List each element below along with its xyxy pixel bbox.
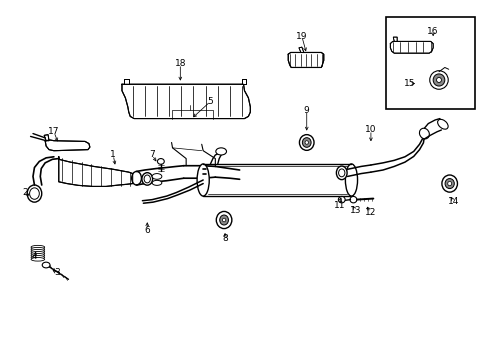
Ellipse shape: [142, 173, 152, 185]
Ellipse shape: [30, 188, 39, 199]
Text: 10: 10: [365, 126, 376, 135]
Ellipse shape: [42, 262, 50, 268]
Ellipse shape: [31, 251, 44, 255]
Text: 19: 19: [296, 32, 307, 41]
Ellipse shape: [31, 257, 44, 261]
Ellipse shape: [302, 138, 310, 147]
Ellipse shape: [31, 247, 44, 251]
Ellipse shape: [345, 164, 357, 196]
Text: 18: 18: [174, 59, 186, 68]
Text: 3: 3: [54, 268, 60, 277]
Text: 16: 16: [427, 27, 438, 36]
Ellipse shape: [349, 197, 356, 203]
Ellipse shape: [447, 181, 451, 186]
Polygon shape: [44, 135, 49, 141]
Polygon shape: [392, 37, 396, 41]
Ellipse shape: [338, 169, 344, 177]
Polygon shape: [298, 47, 303, 53]
Polygon shape: [122, 84, 250, 118]
Text: 5: 5: [207, 97, 213, 106]
Ellipse shape: [31, 253, 44, 257]
FancyBboxPatch shape: [385, 18, 474, 109]
Text: 15: 15: [403, 79, 415, 88]
Ellipse shape: [429, 71, 447, 89]
Ellipse shape: [305, 141, 308, 144]
Ellipse shape: [432, 74, 444, 86]
Ellipse shape: [219, 215, 228, 225]
Text: 2: 2: [22, 188, 27, 197]
Ellipse shape: [197, 164, 209, 196]
Ellipse shape: [338, 197, 345, 203]
Text: 14: 14: [447, 197, 458, 206]
Ellipse shape: [31, 246, 44, 249]
Ellipse shape: [215, 148, 226, 155]
Ellipse shape: [31, 256, 44, 259]
Polygon shape: [287, 53, 323, 67]
Ellipse shape: [157, 158, 164, 164]
Polygon shape: [389, 41, 432, 53]
Text: 6: 6: [144, 225, 150, 234]
Ellipse shape: [31, 249, 44, 253]
Ellipse shape: [336, 166, 346, 180]
Ellipse shape: [222, 218, 225, 222]
Text: 13: 13: [349, 206, 360, 215]
Polygon shape: [45, 140, 90, 151]
Polygon shape: [59, 157, 132, 186]
Text: 4: 4: [32, 252, 37, 261]
Ellipse shape: [152, 180, 162, 185]
Ellipse shape: [144, 175, 150, 183]
Ellipse shape: [444, 179, 453, 189]
Ellipse shape: [419, 128, 428, 139]
Text: 9: 9: [303, 106, 309, 115]
Ellipse shape: [436, 77, 441, 82]
Text: 7: 7: [149, 150, 155, 159]
Polygon shape: [241, 79, 246, 84]
Ellipse shape: [437, 120, 447, 129]
Text: 17: 17: [48, 127, 60, 136]
Ellipse shape: [152, 174, 162, 179]
Ellipse shape: [131, 171, 141, 185]
Text: 12: 12: [365, 208, 376, 217]
Text: 11: 11: [333, 201, 345, 210]
Ellipse shape: [299, 135, 313, 150]
Ellipse shape: [216, 211, 231, 229]
Text: 8: 8: [222, 234, 227, 243]
Text: 1: 1: [110, 150, 116, 159]
Ellipse shape: [27, 185, 41, 202]
Polygon shape: [123, 79, 128, 84]
Ellipse shape: [441, 175, 457, 192]
